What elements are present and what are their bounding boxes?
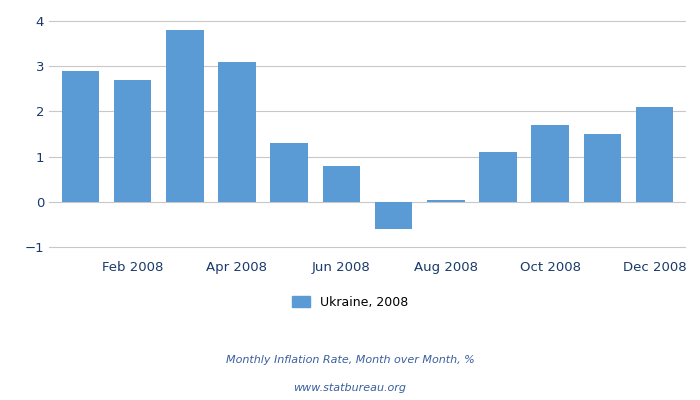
- Bar: [636, 107, 673, 202]
- Bar: [427, 200, 465, 202]
- Text: Monthly Inflation Rate, Month over Month, %: Monthly Inflation Rate, Month over Month…: [225, 355, 475, 365]
- Bar: [62, 71, 99, 202]
- Bar: [584, 134, 622, 202]
- Bar: [374, 202, 412, 229]
- Bar: [531, 125, 569, 202]
- Bar: [323, 166, 360, 202]
- Bar: [218, 62, 256, 202]
- Legend: Ukraine, 2008: Ukraine, 2008: [286, 291, 414, 314]
- Bar: [113, 80, 151, 202]
- Bar: [270, 143, 308, 202]
- Bar: [480, 152, 517, 202]
- Bar: [166, 30, 204, 202]
- Text: www.statbureau.org: www.statbureau.org: [293, 383, 407, 393]
